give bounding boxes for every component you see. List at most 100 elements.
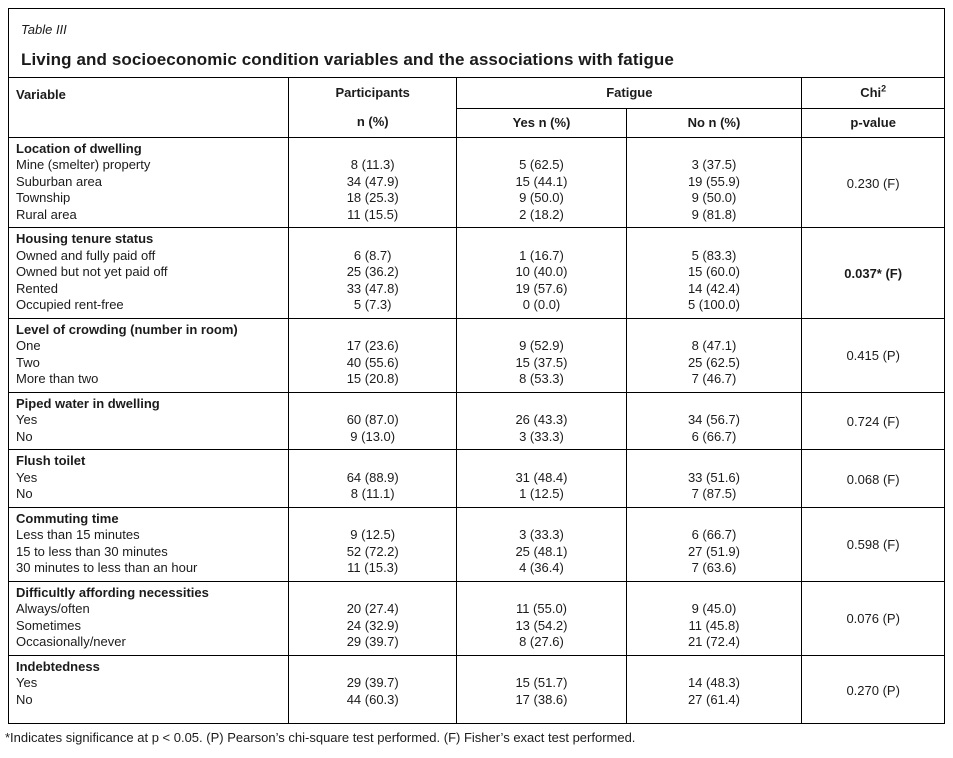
header-row-1: Variable Participants n (%) Fatigue Chi2 — [9, 78, 944, 137]
table-row: Two 40 (55.6) 15 (37.5) 25 (62.5) — [9, 354, 944, 371]
category-label: Township — [16, 190, 71, 205]
fatigue-yes-value: 25 (48.1) — [456, 543, 627, 560]
fatigue-yes-value: 9 (52.9) — [456, 338, 627, 355]
section-variable-label: Location of dwelling — [16, 140, 142, 156]
section-variable-label: Indebtedness — [16, 658, 100, 674]
category-label: 15 to less than 30 minutes — [16, 543, 168, 559]
section-housing-tenure-status: Housing tenure status 0.037* (F) Owned and… — [9, 227, 944, 318]
col-header-participants-line2: n (%) — [356, 114, 389, 130]
fatigue-yes-value: 19 (57.6) — [456, 280, 627, 297]
participants-value: 9 (13.0) — [288, 428, 457, 450]
section-header-row: Flush toilet 0.068 (F) — [9, 449, 944, 507]
participants-value: 44 (60.3) — [288, 691, 457, 723]
participants-value: 64 (88.9) — [288, 469, 457, 486]
p-value-cell: 0.037* (F) — [801, 227, 944, 318]
category-label: Sometimes — [16, 617, 82, 633]
category-label: No — [16, 428, 33, 444]
section-header-row: Housing tenure status 0.037* (F) — [9, 227, 944, 318]
empty-cell-no — [625, 507, 802, 527]
fatigue-no-value: 14 (42.4) — [625, 280, 802, 297]
fatigue-yes-value: 15 (44.1) — [456, 173, 627, 190]
fatigue-no-value: 27 (61.4) — [625, 691, 802, 723]
fatigue-yes-value: 26 (43.3) — [456, 412, 627, 429]
section-level-of-crowding-number-in-room: Level of crowding (number in room) 0.415 … — [9, 318, 944, 392]
table-row: Always/often 20 (27.4) 11 (55.0) 9 (45.0) — [9, 601, 944, 618]
fatigue-no-value: 5 (100.0) — [625, 297, 802, 318]
empty-cell-participants — [288, 581, 457, 601]
fatigue-no-value: 27 (51.9) — [625, 543, 802, 560]
table-header: Variable Participants n (%) Fatigue Chi2… — [9, 78, 944, 137]
data-table: Variable Participants n (%) Fatigue Chi2… — [9, 78, 944, 723]
p-value-cell: 0.598 (F) — [801, 507, 944, 581]
participants-value: 33 (47.8) — [288, 280, 457, 297]
participants-value: 25 (36.2) — [288, 264, 457, 281]
participants-value: 11 (15.3) — [288, 560, 457, 581]
fatigue-no-value: 21 (72.4) — [625, 634, 802, 655]
empty-cell-yes — [456, 581, 627, 601]
section-variable-label: Level of crowding (number in room) — [16, 321, 238, 337]
fatigue-no-value: 8 (47.1) — [625, 338, 802, 355]
empty-cell-no — [625, 137, 802, 157]
section-header-row: Difficultly affording necessities 0.076 (… — [9, 581, 944, 655]
participants-value: 29 (39.7) — [288, 634, 457, 655]
section-header-row: Location of dwelling 0.230 (F) — [9, 137, 944, 228]
table-row: Owned but not yet paid off 25 (36.2) 10 (4… — [9, 264, 944, 281]
fatigue-yes-value: 15 (37.5) — [456, 354, 627, 371]
participants-value: 24 (32.9) — [288, 617, 457, 634]
table-row: Occupied rent-free 5 (7.3) 0 (0.0) 5 (100.0… — [9, 297, 944, 318]
empty-cell-yes — [456, 507, 627, 527]
participants-value: 11 (15.5) — [288, 206, 457, 228]
table-row: 30 minutes to less than an hour 11 (15.3)… — [9, 560, 944, 581]
fatigue-no-value: 3 (37.5) — [625, 157, 802, 174]
category-label: Always/often — [16, 601, 90, 616]
fatigue-yes-value: 31 (48.4) — [456, 469, 627, 486]
p-value-cell: 0.076 (P) — [801, 581, 944, 655]
col-header-fatigue-no: No n (%) — [625, 108, 802, 137]
section-location-of-dwelling: Location of dwelling 0.230 (F) Mine (smelt… — [9, 137, 944, 228]
category-label: Yes — [16, 469, 38, 485]
category-label: Rented — [16, 280, 58, 296]
empty-cell-no — [625, 227, 802, 248]
table-row: Rural area 11 (15.5) 2 (18.2) 9 (81.8) — [9, 206, 944, 228]
fatigue-yes-value: 1 (12.5) — [456, 486, 627, 507]
table-row: Less than 15 minutes 9 (12.5) 3 (33.3) 6 (6… — [9, 527, 944, 544]
p-value-cell: 0.068 (F) — [801, 449, 944, 507]
fatigue-yes-value: 13 (54.2) — [456, 617, 627, 634]
table-row: No 8 (11.1) 1 (12.5) 7 (87.5) — [9, 486, 944, 507]
fatigue-yes-value: 10 (40.0) — [456, 264, 627, 281]
table-row: Occasionally/never 29 (39.7) 8 (27.6) 21 (7… — [9, 634, 944, 655]
table-row: 15 to less than 30 minutes 52 (72.2) 25 (4… — [9, 543, 944, 560]
table-label: Table III — [21, 22, 67, 37]
fatigue-no-value: 9 (50.0) — [625, 190, 802, 207]
table-title-block: Table III Living and socioeconomic condi… — [9, 9, 944, 78]
category-label: 30 minutes to less than an hour — [16, 560, 198, 575]
table-frame: Table III Living and socioeconomic condi… — [8, 8, 945, 724]
section-variable-label: Commuting time — [16, 510, 119, 526]
p-value-cell: 0.270 (P) — [801, 655, 944, 723]
table-row: Yes 29 (39.7) 15 (51.7) 14 (48.3) — [9, 675, 944, 692]
participants-value: 18 (25.3) — [288, 190, 457, 207]
participants-value: 9 (12.5) — [288, 527, 457, 544]
fatigue-no-value: 9 (45.0) — [625, 601, 802, 618]
participants-value: 15 (20.8) — [288, 371, 457, 392]
empty-cell-participants — [288, 507, 457, 527]
empty-cell-no — [625, 392, 802, 412]
p-value-cell: 0.724 (F) — [801, 392, 944, 450]
participants-value: 29 (39.7) — [288, 675, 457, 692]
participants-value: 34 (47.9) — [288, 173, 457, 190]
fatigue-no-value: 5 (83.3) — [625, 247, 802, 264]
fatigue-no-value: 25 (62.5) — [625, 354, 802, 371]
section-commuting-time: Commuting time 0.598 (F) Less than 15 minu… — [9, 507, 944, 581]
col-header-participants-line1: Participants — [335, 85, 410, 101]
table-row: Yes 64 (88.9) 31 (48.4) 33 (51.6) — [9, 469, 944, 486]
col-header-participants: Participants n (%) — [288, 78, 458, 137]
table-row: Township 18 (25.3) 9 (50.0) 9 (50.0) — [9, 190, 944, 207]
category-label: Suburban area — [16, 173, 103, 189]
fatigue-yes-value: 15 (51.7) — [456, 675, 627, 692]
empty-cell-participants — [288, 137, 457, 157]
section-header-row: Level of crowding (number in room) 0.415 … — [9, 318, 944, 392]
category-label: More than two — [16, 371, 99, 386]
fatigue-yes-value: 11 (55.0) — [456, 601, 627, 618]
section-indebtedness: Indebtedness 0.270 (P) Yes 29 (39.7) 15 (51.… — [9, 655, 944, 723]
empty-cell-no — [625, 318, 802, 338]
